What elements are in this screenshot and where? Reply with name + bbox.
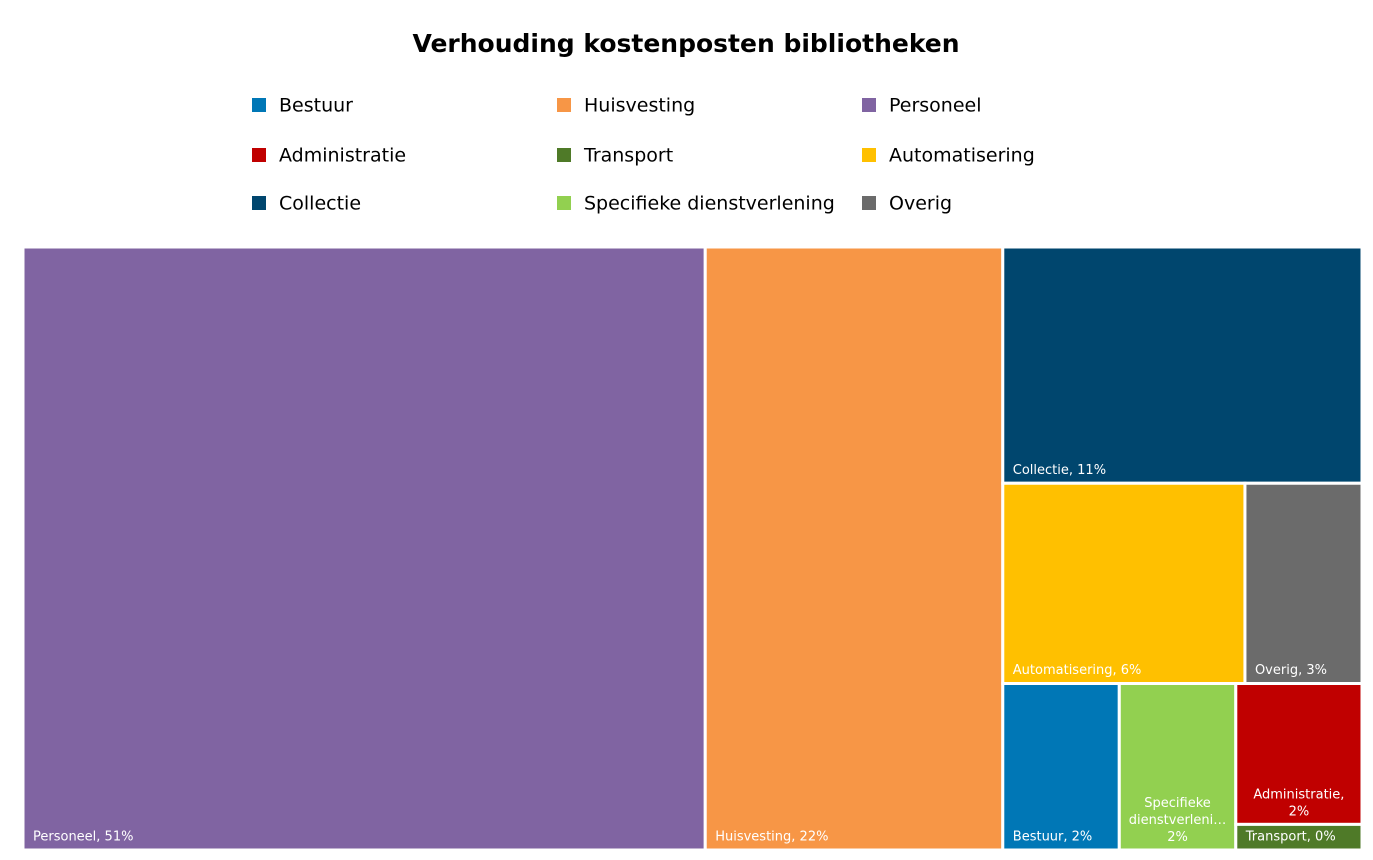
legend-label: Administratie [279,145,406,167]
data-label: Collectie, 11% [1013,463,1106,478]
legend-label: Bestuur [279,95,353,117]
treemap-cell [1243,481,1364,685]
treemap-cell [1001,682,1121,852]
data-label: Huisvesting, 22% [715,830,828,845]
data-label: Transport, 0% [1245,830,1336,845]
legend-swatch [252,98,266,112]
legend-swatch [557,196,571,210]
legend-swatch [862,148,876,162]
legend-swatch [252,148,266,162]
legend-label: Huisvesting [584,95,695,117]
data-label-line: Administratie, [1253,787,1344,802]
treemap-cell [703,245,1005,852]
treemap-cell [21,245,707,852]
legend-swatch [862,196,876,210]
legend-swatch [252,196,266,210]
data-label: Personeel, 51% [33,830,133,845]
data-label-line: Specifieke [1144,796,1211,811]
treemap-cell [1001,481,1247,685]
data-label: Automatisering, 6% [1013,663,1142,678]
data-label: Bestuur, 2% [1013,830,1093,845]
data-label: Administratie, 2% [1253,787,1344,819]
treemap-cell [1117,682,1238,852]
legend-label: Transport [583,145,673,167]
legend-label: Specifieke dienstverlening [584,193,835,215]
data-label-line: dienstverleni… [1129,813,1226,828]
legend-swatch [557,98,571,112]
data-label: Specifieke dienstverleni… 2% [1129,796,1226,845]
legend-label: Automatisering [889,145,1035,167]
chart-title: Verhouding kostenposten bibliotheken [412,29,959,58]
legend-label: Overig [889,193,952,215]
legend-swatch [557,148,571,162]
legend-swatch [862,98,876,112]
treemap-cell [1001,245,1364,485]
data-label: Overig, 3% [1255,663,1327,678]
legend-label: Personeel [889,95,982,117]
data-label-line: 2% [1167,830,1188,845]
legend-label: Collectie [279,193,361,215]
treemap-cell [1234,822,1364,852]
data-label-line: 2% [1289,804,1310,819]
